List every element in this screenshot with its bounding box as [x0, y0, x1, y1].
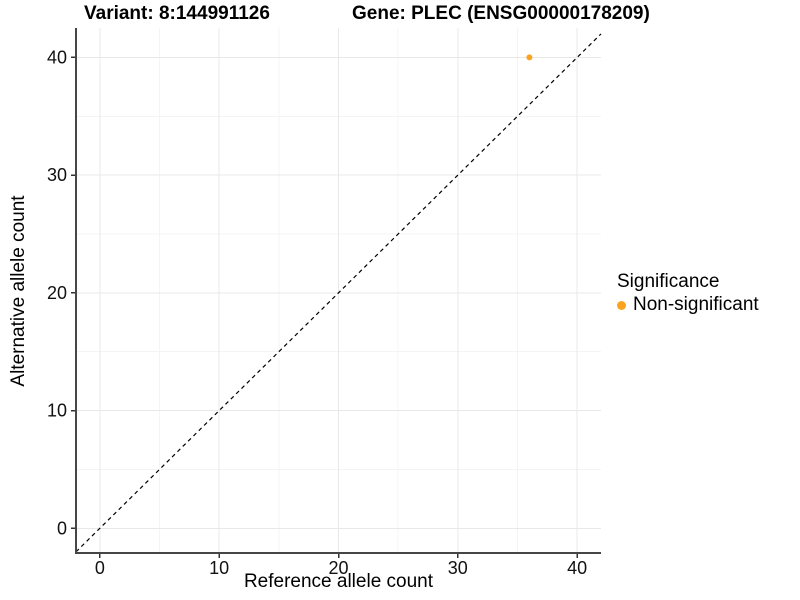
data-point: [526, 54, 533, 61]
x-tick-label: 40: [567, 558, 587, 578]
plot-title-gene: Gene: PLEC (ENSG00000178209): [352, 3, 650, 24]
y-tick-label: 40: [47, 47, 67, 67]
x-axis-label: Reference allele count: [243, 571, 434, 592]
y-tick-label: 30: [47, 165, 67, 185]
identity-dashed-line: [75, 33, 602, 553]
x-tick-label: 20: [328, 558, 348, 578]
x-tick-label: 30: [448, 558, 468, 578]
legend: Significance Non-significant: [617, 270, 759, 316]
legend-item-label: Non-significant: [633, 294, 759, 315]
y-axis-label: Alternative allele count: [8, 195, 29, 387]
y-tick-label: 10: [47, 401, 67, 421]
x-tick-label: 10: [209, 558, 229, 578]
legend-point-icon: [617, 300, 626, 310]
y-tick-label: 0: [57, 518, 67, 538]
x-tick-label: 0: [95, 558, 105, 578]
plot-title-variant: Variant: 8:144991126: [84, 3, 270, 24]
legend-item-non-significant: Non-significant: [617, 294, 759, 316]
legend-title: Significance: [617, 271, 720, 292]
y-tick-label: 20: [47, 283, 67, 303]
